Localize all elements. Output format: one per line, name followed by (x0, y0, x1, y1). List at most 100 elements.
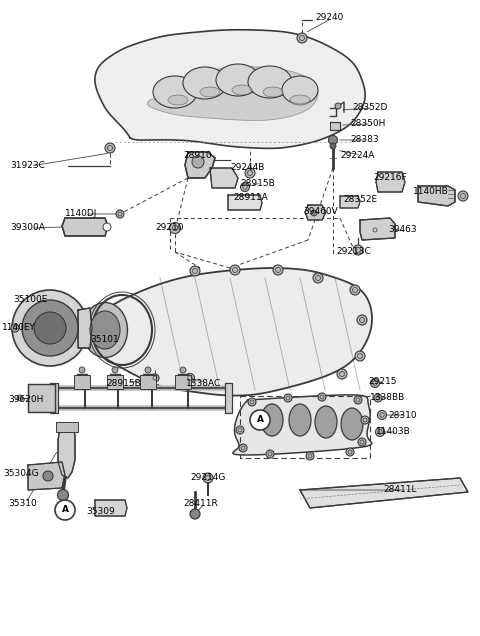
Ellipse shape (290, 95, 310, 105)
Circle shape (297, 33, 307, 43)
Text: 1338BB: 1338BB (370, 394, 405, 403)
Circle shape (79, 367, 85, 373)
Polygon shape (228, 195, 262, 210)
Circle shape (245, 168, 255, 178)
Circle shape (190, 266, 200, 276)
Circle shape (361, 416, 369, 424)
Text: 1140EY: 1140EY (2, 324, 36, 333)
Circle shape (318, 393, 326, 401)
Bar (56, 422, 78, 432)
Ellipse shape (315, 406, 337, 438)
Ellipse shape (153, 76, 197, 108)
Text: A: A (256, 415, 264, 424)
Circle shape (105, 143, 115, 153)
Ellipse shape (216, 64, 260, 96)
Text: 29244B: 29244B (230, 163, 264, 172)
Ellipse shape (83, 303, 128, 357)
Circle shape (328, 135, 337, 144)
Polygon shape (50, 383, 58, 413)
Polygon shape (360, 218, 395, 240)
Circle shape (151, 374, 159, 382)
Circle shape (313, 273, 323, 283)
Polygon shape (95, 30, 365, 148)
Circle shape (248, 398, 256, 406)
Circle shape (377, 410, 386, 420)
Ellipse shape (282, 76, 318, 104)
Text: 35310: 35310 (8, 499, 37, 508)
Text: 28352E: 28352E (343, 195, 377, 205)
Circle shape (169, 223, 180, 233)
Circle shape (284, 394, 292, 402)
Polygon shape (185, 152, 215, 178)
Ellipse shape (183, 67, 227, 99)
Circle shape (355, 351, 365, 361)
Ellipse shape (90, 311, 120, 349)
Circle shape (354, 396, 362, 404)
Circle shape (330, 143, 336, 149)
Text: 35309: 35309 (86, 508, 115, 516)
Text: 28915B: 28915B (240, 179, 275, 188)
Text: 35101: 35101 (90, 336, 119, 345)
Text: 29224A: 29224A (340, 151, 374, 160)
Circle shape (375, 427, 384, 436)
Polygon shape (305, 205, 326, 220)
Polygon shape (28, 462, 65, 490)
Circle shape (192, 156, 204, 168)
Text: 29210: 29210 (155, 223, 183, 233)
Polygon shape (233, 395, 372, 455)
Circle shape (240, 183, 250, 191)
Circle shape (371, 378, 380, 387)
Circle shape (236, 426, 244, 434)
Text: 28350H: 28350H (350, 120, 385, 128)
Polygon shape (225, 383, 232, 413)
Circle shape (350, 285, 360, 295)
Polygon shape (78, 308, 92, 348)
Circle shape (250, 410, 270, 430)
Polygon shape (376, 172, 405, 192)
Polygon shape (78, 268, 372, 396)
Text: 28411L: 28411L (383, 485, 417, 495)
Text: 28352D: 28352D (352, 104, 387, 113)
Polygon shape (147, 67, 318, 120)
Text: 28915B: 28915B (106, 378, 141, 387)
Circle shape (185, 373, 194, 382)
Circle shape (116, 210, 124, 218)
Text: 1338AC: 1338AC (186, 378, 221, 387)
Circle shape (273, 265, 283, 275)
Circle shape (374, 394, 382, 402)
Text: 29240: 29240 (315, 13, 343, 22)
Ellipse shape (232, 85, 252, 95)
Circle shape (337, 369, 347, 379)
Text: 35304G: 35304G (3, 469, 38, 478)
Circle shape (112, 367, 118, 373)
Bar (175, 375, 191, 389)
Text: 28911A: 28911A (233, 193, 268, 202)
Polygon shape (330, 122, 340, 130)
Ellipse shape (248, 66, 292, 98)
Circle shape (371, 226, 379, 234)
Text: 29213C: 29213C (336, 247, 371, 256)
Text: 35100E: 35100E (13, 294, 48, 303)
Circle shape (358, 438, 366, 446)
Circle shape (34, 312, 66, 344)
Polygon shape (340, 196, 360, 208)
Ellipse shape (341, 408, 363, 440)
Circle shape (12, 290, 88, 366)
Text: 39460V: 39460V (303, 207, 338, 216)
Polygon shape (28, 384, 55, 412)
Circle shape (266, 450, 274, 458)
Text: 1140DJ: 1140DJ (65, 209, 97, 219)
Bar (140, 375, 156, 389)
Text: 31923C: 31923C (10, 162, 45, 170)
Text: 29215: 29215 (368, 378, 396, 387)
Text: 29214G: 29214G (190, 473, 226, 483)
Text: 39300A: 39300A (10, 223, 45, 233)
Circle shape (239, 444, 247, 452)
Ellipse shape (263, 87, 283, 97)
Circle shape (190, 509, 200, 519)
Circle shape (22, 300, 78, 356)
Text: 28411R: 28411R (183, 499, 218, 509)
Text: 39463: 39463 (388, 226, 417, 235)
Circle shape (55, 500, 75, 520)
Text: 28383: 28383 (350, 135, 379, 144)
